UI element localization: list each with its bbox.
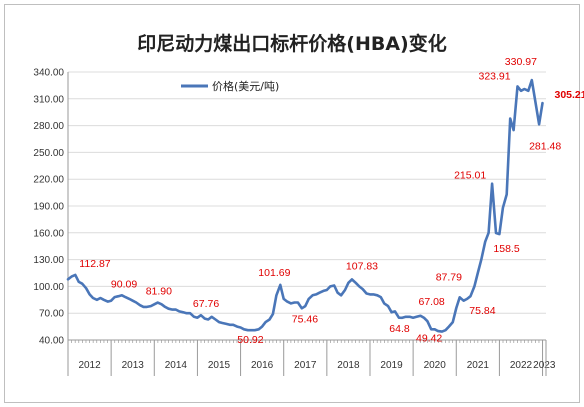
y-tick-label: 70.00 — [39, 309, 64, 320]
chart-title: 印尼动力煤出口标杆价格(HBA)变化 — [137, 32, 446, 55]
data-label: 67.76 — [193, 298, 219, 310]
data-label: 50.92 — [237, 334, 263, 346]
data-label: 87.79 — [436, 271, 462, 283]
x-tick-label: 2020 — [424, 360, 447, 371]
data-label: 112.87 — [79, 258, 110, 270]
data-label: 215.01 — [454, 170, 486, 182]
gridlines — [67, 71, 546, 341]
x-tick-label: 2017 — [294, 360, 317, 371]
data-label: 81.90 — [146, 286, 172, 298]
data-label: 107.83 — [346, 260, 378, 272]
x-tick-label: 2016 — [251, 360, 274, 371]
legend: 价格(美元/吨) — [181, 79, 279, 93]
data-label: 330.97 — [505, 56, 537, 68]
data-label: 67.08 — [419, 296, 445, 308]
y-tick-label: 40.00 — [39, 336, 64, 347]
data-label: 323.91 — [479, 70, 511, 82]
x-tick-label: 2012 — [78, 360, 101, 371]
y-tick-label: 160.00 — [33, 228, 64, 239]
y-tick-label: 130.00 — [33, 255, 64, 266]
data-label: 49.42 — [416, 333, 442, 345]
y-tick-label: 340.00 — [33, 68, 64, 79]
y-tick-label: 220.00 — [33, 175, 64, 186]
price-series-line — [66, 78, 544, 333]
data-label: 64.8 — [389, 323, 410, 335]
x-tick-label: 2015 — [208, 360, 231, 371]
data-label: 158.5 — [493, 243, 519, 255]
x-axis: 2012 2013 2014 2015 2016 2017 2018 2019 2020 2021… — [67, 340, 556, 376]
x-tick-label: 2013 — [122, 360, 145, 371]
data-label: 101.69 — [258, 267, 290, 279]
y-tick-label: 310.00 — [33, 94, 64, 105]
data-label: 75.46 — [292, 313, 318, 325]
data-label: 75.84 — [469, 305, 495, 317]
y-tick-label: 280.00 — [33, 121, 64, 132]
x-tick-label: 2018 — [337, 360, 360, 371]
y-tick-label: 250.00 — [33, 148, 64, 159]
x-tick-label: 2019 — [380, 360, 403, 371]
y-tick-label: 100.00 — [33, 282, 64, 293]
x-tick-label: 2014 — [165, 360, 188, 371]
x-tick-label: 2022 — [510, 360, 533, 371]
data-label: 281.48 — [529, 140, 561, 152]
legend-label: 价格(美元/吨) — [212, 79, 279, 93]
data-label: 90.09 — [111, 278, 137, 290]
chart-border — [4, 4, 580, 403]
x-tick-label: 2021 — [467, 360, 490, 371]
y-tick-label: 190.00 — [33, 202, 64, 213]
data-label: 305.21 — [555, 89, 584, 101]
x-tick-label: 2023 — [533, 360, 556, 371]
y-axis-ticks: 40.00 70.00 100.00 130.00 160.00 190.00 220.00… — [33, 68, 64, 347]
